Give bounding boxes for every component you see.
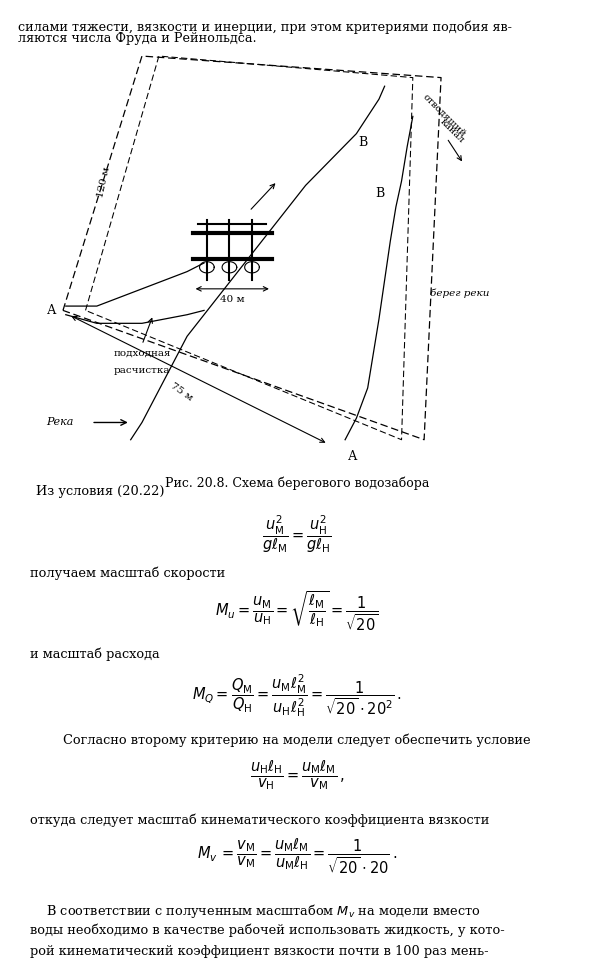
Text: 75 м: 75 м xyxy=(169,381,194,402)
Text: $\dfrac{u_{\rm M}^2}{g\ell_{\rm M}} = \dfrac{u_{\rm H}^2}{g\ell_{\rm H}}$: $\dfrac{u_{\rm M}^2}{g\ell_{\rm M}} = \d… xyxy=(262,513,332,556)
Text: откуда следует масштаб кинематического коэффициента вязкости: откуда следует масштаб кинематического к… xyxy=(30,813,489,827)
Text: рой кинематический коэффициент вязкости почти в 100 раз мень-: рой кинематический коэффициент вязкости … xyxy=(30,945,488,958)
Text: расчистка: расчистка xyxy=(114,366,170,376)
Text: $M_v\, = \dfrac{v_{\rm M}}{v_{\rm M}} = \dfrac{u_{\rm M}\ell_{\rm M}}{u_{\rm M}\: $M_v\, = \dfrac{v_{\rm M}}{v_{\rm M}} = … xyxy=(197,837,397,877)
Text: А: А xyxy=(47,304,56,317)
Text: воды необходимо в качестве рабочей использовать жидкость, у кото-: воды необходимо в качестве рабочей испол… xyxy=(30,924,504,937)
Text: 120 м: 120 м xyxy=(96,166,112,198)
Text: силами тяжести, вязкости и инерции, при этом критериями подобия яв-: силами тяжести, вязкости и инерции, при … xyxy=(18,20,511,34)
Text: берег реки: берег реки xyxy=(429,288,489,298)
Text: и масштаб расхода: и масштаб расхода xyxy=(30,648,159,661)
Text: В: В xyxy=(375,188,384,200)
Text: В соответствии с полученным масштабом $M_v$ на модели вместо: В соответствии с полученным масштабом $M… xyxy=(30,902,481,921)
Text: Согласно второму критерию на модели следует обеспечить условие: Согласно второму критерию на модели след… xyxy=(63,734,531,747)
Text: Река: Река xyxy=(46,418,74,427)
Text: А: А xyxy=(348,450,358,464)
Text: $\dfrac{u_{\rm H}\ell_{\rm H}}{v_{\rm H}} = \dfrac{u_{\rm M}\ell_{\rm M}}{v_{\rm: $\dfrac{u_{\rm H}\ell_{\rm H}}{v_{\rm H}… xyxy=(249,758,345,791)
Text: ляются числа Фруда и Рейнольдса.: ляются числа Фруда и Рейнольдса. xyxy=(18,32,257,45)
Text: В: В xyxy=(358,136,368,148)
Text: канал: канал xyxy=(438,118,466,146)
Text: $M_u = \dfrac{u_{\rm M}}{u_{\rm H}} = \sqrt{\dfrac{\ell_{\rm M}}{\ell_{\rm H}}} : $M_u = \dfrac{u_{\rm M}}{u_{\rm H}} = \s… xyxy=(215,590,379,633)
Text: получаем масштаб скорости: получаем масштаб скорости xyxy=(30,566,225,580)
Text: Рис. 20.8. Схема берегового водозабора: Рис. 20.8. Схема берегового водозабора xyxy=(165,476,429,490)
Text: подходная: подходная xyxy=(114,349,171,358)
Text: Из условия (20.22): Из условия (20.22) xyxy=(36,485,164,498)
Text: отводящий: отводящий xyxy=(421,92,467,138)
Text: $M_Q = \dfrac{Q_{\rm M}}{Q_{\rm H}} = \dfrac{u_{\rm M}\ell_{\rm M}^2}{u_{\rm H}\: $M_Q = \dfrac{Q_{\rm M}}{Q_{\rm H}} = \d… xyxy=(192,672,402,718)
Text: 40 м: 40 м xyxy=(220,295,245,305)
